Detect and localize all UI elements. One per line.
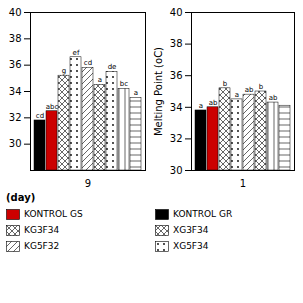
svg-text:32: 32 <box>170 133 183 144</box>
html-text:XG5F34: XG5F34 <box>173 241 209 251</box>
svg-text:g: g <box>62 67 66 75</box>
svg-text:34: 34 <box>9 86 22 97</box>
html-text:XG3F34: XG3F34 <box>173 225 209 235</box>
svg-text:abc: abc <box>46 102 59 110</box>
svg-text:bc: bc <box>120 80 128 88</box>
svg-text:38: 38 <box>9 33 22 44</box>
svg-text:36: 36 <box>9 59 22 70</box>
svg-text:32: 32 <box>9 112 22 123</box>
svg-text:36: 36 <box>170 70 183 81</box>
svg-text:a: a <box>235 91 239 99</box>
svg-text:a: a <box>199 102 203 110</box>
html-text:KG5F32: KG5F32 <box>24 241 60 251</box>
svg-text:b: b <box>223 80 228 88</box>
svg-text:Melting Point (oC): Melting Point (oC) <box>153 47 164 136</box>
svg-text:30: 30 <box>170 165 183 176</box>
svg-text:30: 30 <box>9 138 22 149</box>
html-text:KONTROL GR: KONTROL GR <box>173 209 233 219</box>
svg-text:a: a <box>98 76 102 84</box>
svg-text:40: 40 <box>170 7 183 18</box>
svg-text:ab: ab <box>245 86 254 94</box>
html-text:(day): (day) <box>6 192 36 203</box>
svg-text:ab: ab <box>269 94 278 102</box>
svg-text:40: 40 <box>9 7 22 18</box>
svg-text:9: 9 <box>85 178 91 189</box>
svg-text:cd: cd <box>36 112 44 120</box>
svg-text:ef: ef <box>73 49 80 57</box>
svg-text:ab: ab <box>209 99 218 107</box>
svg-text:cd: cd <box>84 59 92 67</box>
svg-text:a: a <box>134 89 138 97</box>
svg-text:38: 38 <box>170 38 183 49</box>
html-text:KG3F34: KG3F34 <box>24 225 60 235</box>
svg-text:b: b <box>259 83 264 91</box>
svg-text:de: de <box>108 63 117 71</box>
svg-text:1: 1 <box>240 178 246 189</box>
svg-text:34: 34 <box>170 102 183 113</box>
html-text:KONTROL GS: KONTROL GS <box>24 209 83 219</box>
